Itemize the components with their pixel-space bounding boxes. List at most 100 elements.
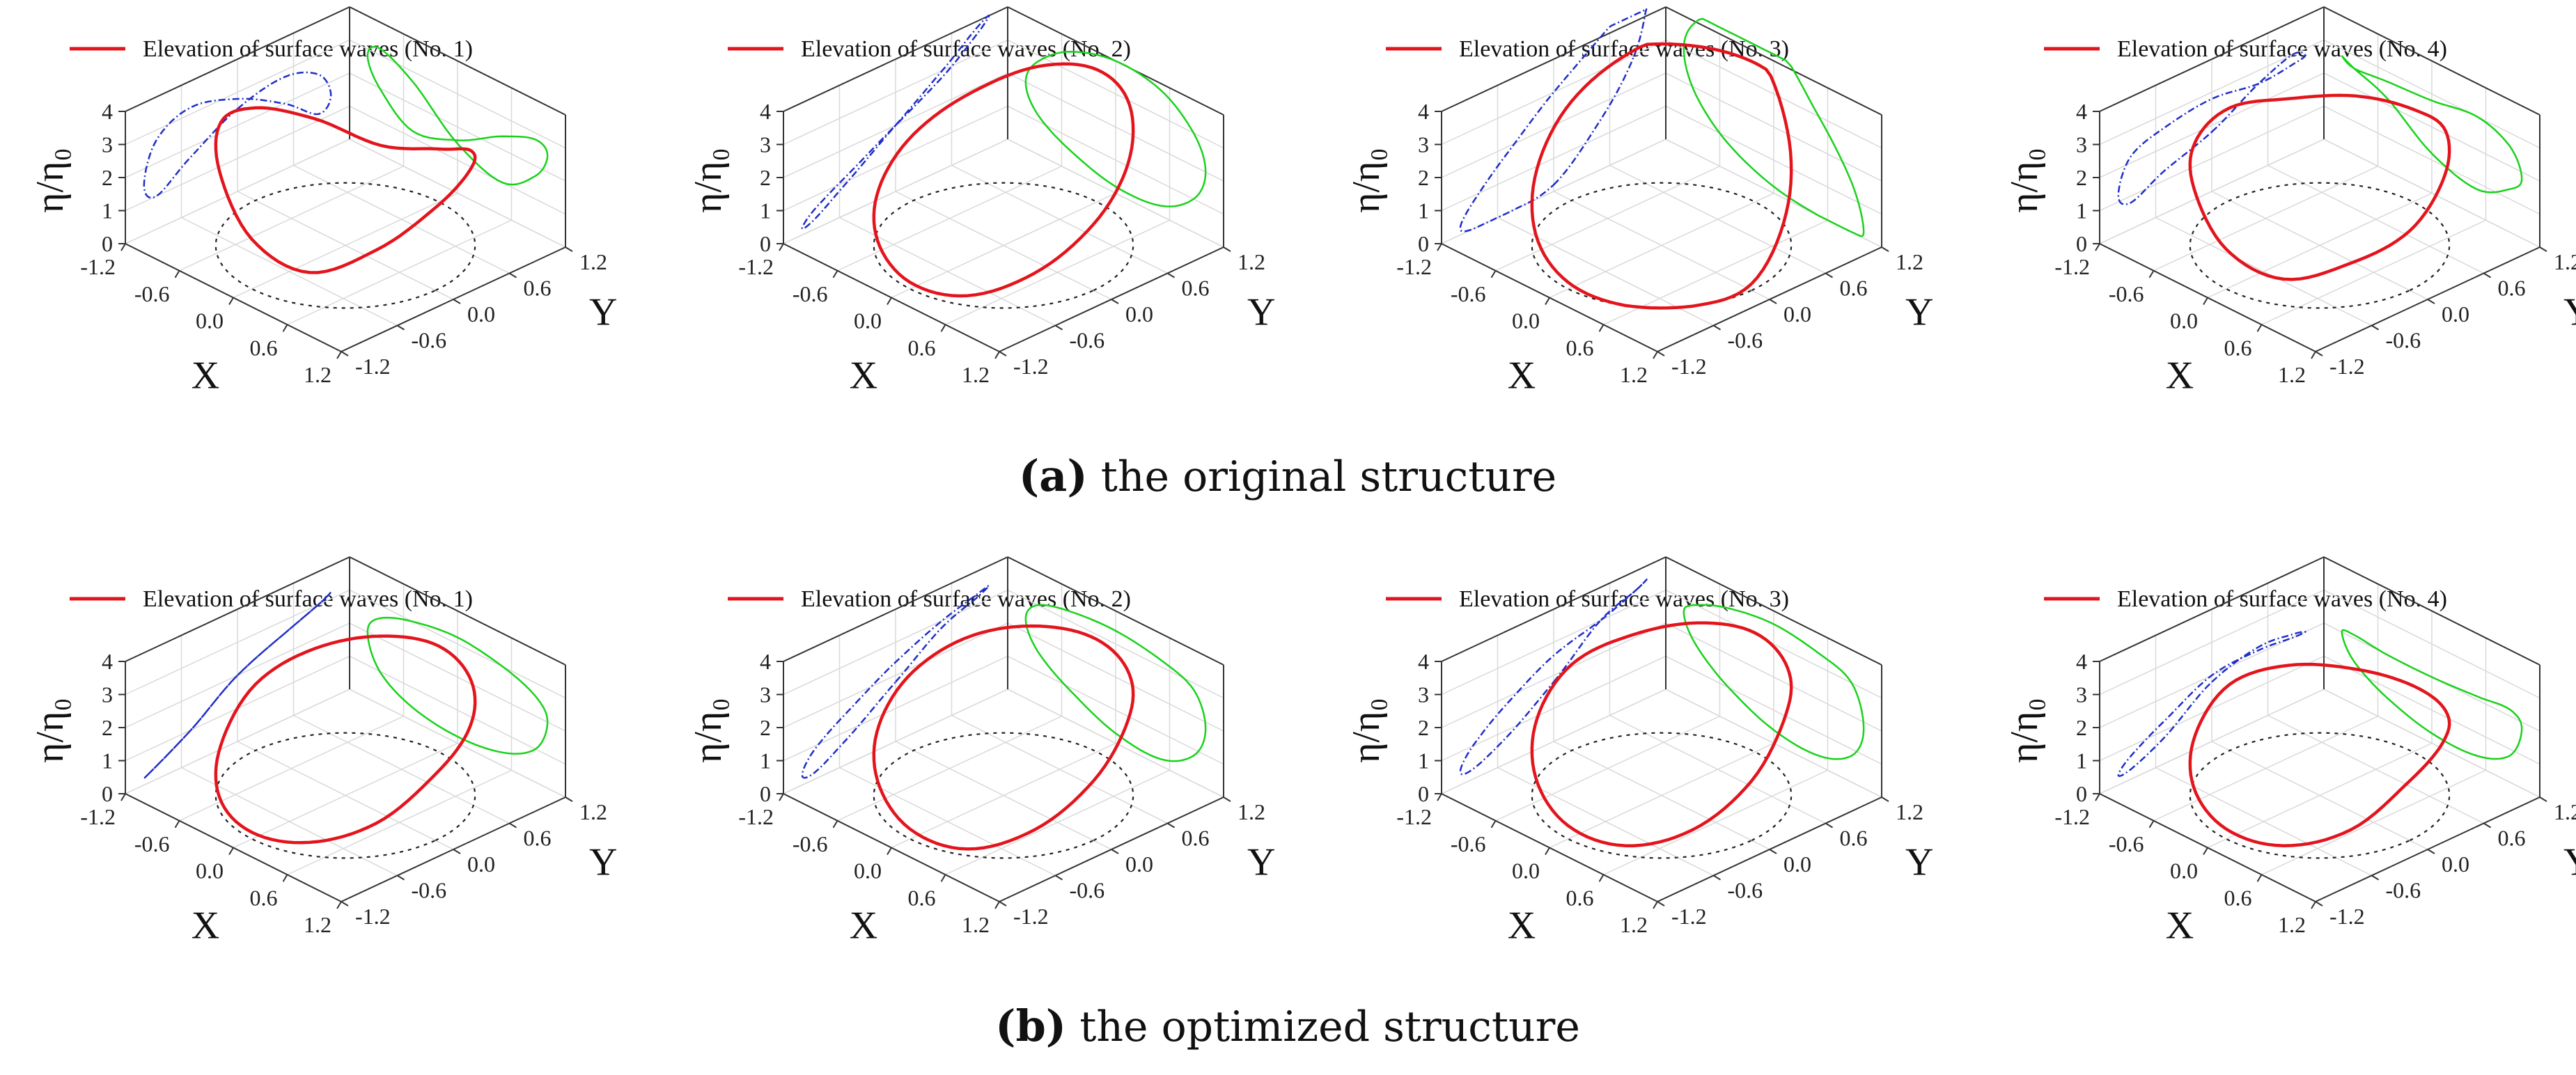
x-tick-label: 1.2 (2278, 912, 2306, 937)
floor-circle (2189, 182, 2451, 309)
x-tick-label: -0.6 (793, 831, 828, 856)
z-tick-label: 4 (2076, 649, 2087, 674)
y-tick-label: -1.2 (1671, 354, 1707, 379)
z-tick-label: 1 (2076, 198, 2087, 223)
floor-circle (214, 732, 476, 859)
y-tick-label: -1.2 (355, 354, 391, 379)
x-tick-label: -0.6 (1451, 831, 1486, 856)
y-tick-label: 1.2 (2554, 799, 2576, 824)
y-tick-label: -0.6 (2386, 328, 2421, 353)
z-tick-label: 1 (102, 198, 113, 223)
x-tick-label: 1.2 (2278, 362, 2306, 387)
caption-letter: (b) (995, 1001, 1066, 1051)
y-axis-title: Y (1905, 840, 1933, 884)
z-tick-label: 0 (102, 781, 113, 806)
y-tick-label: -0.6 (1070, 328, 1105, 353)
y-tick-label: 0.6 (1840, 826, 1868, 851)
projection-x-wall (801, 14, 990, 230)
x-tick-label: -1.2 (738, 804, 774, 829)
projection-x-wall (801, 584, 991, 779)
z-tick-label: 2 (2076, 165, 2087, 190)
z-tick-label: 1 (1418, 198, 1429, 223)
z-tick-label: 0 (102, 231, 113, 256)
chart-panel: Elevation of surface waves (No. 3)01234-… (1345, 556, 1933, 948)
panel-caption: (b) the optimized structure (995, 1001, 1580, 1051)
y-tick-label: -1.2 (355, 904, 391, 929)
y-axis-title: Y (589, 840, 617, 884)
y-tick-label: 1.2 (1238, 799, 1265, 824)
x-axis-title: X (192, 354, 219, 398)
z-tick-label: 3 (1418, 132, 1429, 157)
legend-label: Elevation of surface waves (No. 1) (143, 36, 473, 62)
y-tick-label: -1.2 (2329, 354, 2365, 379)
z-tick-label: 0 (2076, 781, 2087, 806)
x-tick-label: -0.6 (1451, 281, 1486, 306)
projection-y-wall (1683, 17, 1865, 237)
x-tick-label: 1.2 (962, 912, 990, 937)
floor-circle (873, 182, 1134, 309)
z-tick-label: 0 (1418, 231, 1429, 256)
z-tick-label: 0 (760, 231, 771, 256)
z-tick-label: 2 (760, 165, 771, 190)
x-tick-label: 0.6 (250, 335, 278, 360)
projection-x-wall (2117, 630, 2306, 777)
y-tick-label: 0.0 (1125, 301, 1153, 327)
chart-panel: Elevation of surface waves (No. 4) 0 1 2 3 4 -… (2003, 6, 2576, 398)
z-axis-title: η/η₀ (2003, 148, 2046, 213)
z-tick-label: 4 (1418, 649, 1429, 674)
x-tick-label: -0.6 (2109, 281, 2144, 306)
projection-y-wall (2341, 55, 2523, 194)
z-tick-label: 3 (102, 132, 113, 157)
z-axis-title: η/η₀ (1345, 698, 1388, 763)
y-tick-label: 0.6 (1840, 276, 1868, 301)
x-tick-label: 0.0 (1512, 858, 1540, 884)
y-axis-title: Y (2563, 290, 2576, 334)
x-axis-title: X (2166, 904, 2194, 948)
projection-x-wall (143, 71, 332, 199)
x-axis-title: X (1508, 354, 1536, 398)
y-tick-label: -0.6 (412, 878, 447, 903)
y-tick-label: -0.6 (1728, 878, 1763, 903)
caption-letter: (a) (1019, 450, 1088, 501)
x-tick-label: 1.2 (304, 912, 331, 937)
wave-elevation-line (1530, 621, 1793, 847)
x-tick-label: 0.6 (250, 885, 278, 910)
chart-panel: Elevation of surface waves (No. 3)01234-… (1345, 6, 1933, 398)
x-tick-label: 1.2 (304, 362, 331, 387)
y-tick-label: 1.2 (1238, 249, 1265, 274)
z-tick-label: 4 (760, 99, 771, 124)
y-tick-label: 0.0 (1783, 301, 1811, 327)
y-tick-label: -0.6 (2386, 878, 2421, 903)
y-tick-label: 1.2 (1896, 799, 1923, 824)
chart-panel: Elevation of surface waves (No. 1) 0 1 2 3 4 -… (29, 556, 617, 948)
z-tick-label: 2 (1418, 165, 1429, 190)
x-axis-title: X (850, 354, 877, 398)
y-tick-label: 0.6 (1182, 826, 1210, 851)
x-tick-label: 1.2 (1620, 362, 1648, 387)
x-tick-label: 0.0 (854, 308, 882, 334)
x-tick-label: -0.6 (2109, 831, 2144, 856)
projection-y-wall (1024, 50, 1207, 207)
x-tick-label: -1.2 (738, 254, 774, 279)
x-tick-label: 0.6 (2224, 335, 2252, 360)
y-tick-label: -1.2 (1013, 904, 1049, 929)
y-tick-label: -1.2 (2329, 904, 2365, 929)
chart-panel: Elevation of surface waves (No. 4) 0 1 2 3 4 -… (2003, 556, 2576, 948)
z-tick-label: 4 (102, 649, 113, 674)
y-axis-title: Y (2563, 840, 2576, 884)
y-tick-label: 1.2 (579, 799, 607, 824)
y-tick-label: 0.0 (2442, 852, 2469, 877)
x-tick-label: -1.2 (2054, 804, 2090, 829)
legend-label: Elevation of surface waves (No. 1) (143, 586, 473, 612)
projection-x-wall (1459, 578, 1648, 776)
y-tick-label: 0.0 (1125, 852, 1153, 877)
x-tick-label: 0.0 (854, 858, 882, 884)
y-tick-label: 1.2 (579, 249, 607, 274)
z-axis-title: η/η₀ (29, 698, 72, 763)
projection-x-wall (1459, 8, 1648, 233)
x-tick-label: -0.6 (793, 281, 828, 306)
z-tick-label: 1 (102, 748, 113, 774)
projection-y-wall (2341, 629, 2523, 760)
x-axis-title: X (192, 904, 219, 948)
z-tick-label: 4 (2076, 99, 2087, 124)
